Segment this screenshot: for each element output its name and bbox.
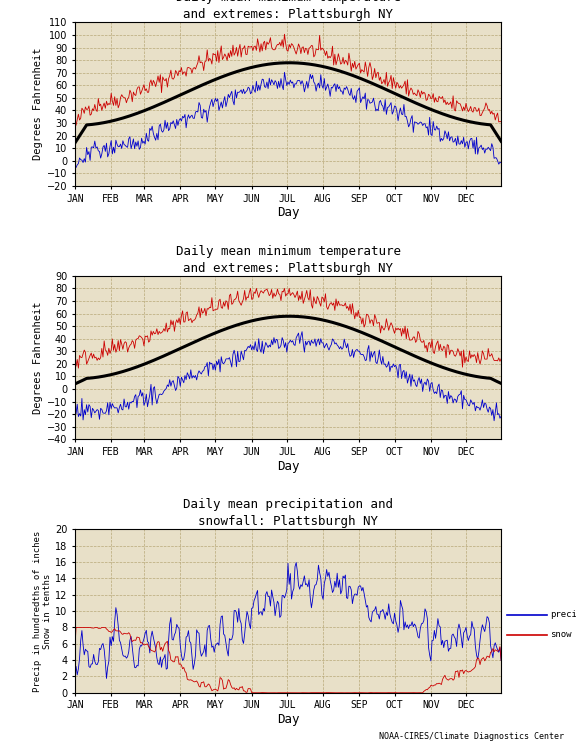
Text: NOAA-CIRES/Climate Diagnostics Center: NOAA-CIRES/Climate Diagnostics Center <box>380 732 564 741</box>
snow <box>439 675 446 684</box>
Text: precip: precip <box>550 610 576 619</box>
precip <box>163 665 170 673</box>
Line: snow: snow <box>75 627 501 693</box>
Title: Daily mean minimum temperature
and extremes: Plattsburgh NY: Daily mean minimum temperature and extre… <box>176 244 400 275</box>
precip <box>480 624 487 633</box>
X-axis label: Day: Day <box>276 713 300 726</box>
Title: Daily mean maximum temperature
and extremes: Plattsburgh NY: Daily mean maximum temperature and extre… <box>176 0 400 21</box>
snow <box>498 656 505 665</box>
snow <box>163 638 170 647</box>
snow <box>480 653 487 662</box>
snow <box>245 684 252 693</box>
Title: Daily mean precipitation and
snowfall: Plattsburgh NY: Daily mean precipitation and snowfall: P… <box>183 498 393 528</box>
snow <box>242 688 249 697</box>
precip <box>242 617 249 626</box>
Y-axis label: Precip in hundredths of inches
Snow in tenths: Precip in hundredths of inches Snow in t… <box>33 530 52 691</box>
Y-axis label: Degrees Fahrenheit: Degrees Fahrenheit <box>33 301 43 414</box>
X-axis label: Day: Day <box>276 206 300 219</box>
precip <box>190 665 196 673</box>
snow <box>73 623 79 632</box>
snow <box>190 676 196 685</box>
precip <box>245 612 252 621</box>
Line: precip: precip <box>75 562 501 679</box>
Y-axis label: Degrees Fahrenheit: Degrees Fahrenheit <box>33 48 43 160</box>
precip <box>498 656 505 665</box>
snow <box>71 644 78 653</box>
Text: snow: snow <box>550 630 571 639</box>
precip <box>103 674 110 683</box>
precip <box>293 558 300 567</box>
precip <box>439 636 446 645</box>
precip <box>71 673 78 682</box>
snow <box>273 688 280 697</box>
X-axis label: Day: Day <box>276 460 300 473</box>
